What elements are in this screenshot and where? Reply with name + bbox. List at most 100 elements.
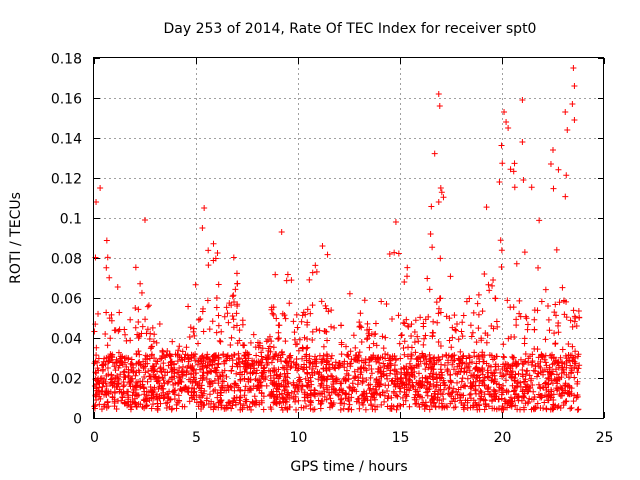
data-point: [522, 400, 529, 407]
data-point: [554, 380, 561, 387]
data-point: [233, 370, 240, 377]
data-point: [352, 344, 359, 351]
data-point: [567, 317, 574, 324]
data-point: [452, 403, 459, 410]
data-point: [199, 308, 206, 315]
data-point: [306, 359, 313, 366]
data-point: [234, 301, 241, 308]
data-point: [460, 392, 467, 399]
data-point: [562, 387, 569, 394]
data-point: [109, 359, 116, 366]
data-point: [237, 400, 244, 407]
data-point: [135, 306, 142, 313]
data-point: [125, 394, 132, 401]
data-point: [329, 401, 336, 408]
data-point: [267, 372, 274, 379]
data-point: [571, 374, 578, 381]
data-point: [154, 378, 161, 385]
data-point: [479, 308, 486, 315]
data-point: [160, 348, 167, 355]
data-point: [301, 364, 308, 371]
data-point: [142, 369, 149, 376]
data-point: [310, 389, 317, 396]
data-point: [503, 387, 510, 394]
data-point: [491, 372, 498, 379]
data-point: [323, 305, 330, 312]
data-point: [99, 361, 106, 368]
data-point: [162, 400, 169, 407]
data-point: [493, 406, 500, 413]
data-point: [105, 403, 112, 410]
data-point: [280, 377, 287, 384]
data-point: [417, 358, 424, 365]
data-point: [416, 404, 423, 411]
data-point: [444, 367, 451, 374]
data-point: [454, 379, 461, 386]
data-point: [363, 376, 370, 383]
data-point: [230, 398, 237, 405]
data-point: [142, 403, 149, 410]
data-point: [538, 392, 545, 399]
data-point: [466, 367, 473, 374]
data-point: [268, 392, 275, 399]
data-point: [228, 405, 235, 412]
data-point: [559, 390, 566, 397]
data-point: [424, 275, 431, 282]
data-point: [235, 384, 242, 391]
data-point: [340, 405, 347, 412]
data-point: [465, 363, 472, 370]
data-point: [449, 398, 456, 405]
data-point: [502, 377, 509, 384]
data-point: [507, 400, 514, 407]
data-point: [104, 398, 111, 405]
data-point: [366, 344, 373, 351]
data-point: [149, 324, 156, 331]
data-point: [389, 353, 396, 360]
data-point: [315, 376, 322, 383]
data-point: [244, 404, 251, 411]
data-point: [224, 353, 231, 360]
data-point: [435, 199, 442, 205]
data-point: [192, 281, 199, 288]
data-point: [396, 340, 403, 347]
data-point: [356, 357, 363, 364]
data-point: [284, 271, 291, 278]
data-point: [339, 389, 346, 396]
data-point: [231, 395, 238, 402]
data-point: [356, 405, 363, 412]
data-point: [414, 355, 421, 362]
data-point: [367, 374, 374, 381]
data-point: [274, 394, 281, 401]
data-point: [543, 380, 550, 387]
data-point: [510, 168, 517, 175]
data-point: [272, 351, 279, 358]
data-point: [524, 367, 531, 374]
data-point: [119, 361, 126, 368]
data-point: [191, 332, 198, 339]
data-point: [324, 358, 331, 365]
data-point: [236, 397, 243, 404]
data-point: [221, 367, 228, 374]
data-point: [395, 250, 402, 257]
data-point: [230, 324, 237, 331]
data-point: [308, 399, 315, 406]
data-point: [214, 250, 221, 257]
data-point: [130, 387, 137, 394]
data-point: [346, 290, 353, 297]
data-point: [539, 353, 546, 360]
data-point: [437, 342, 444, 349]
data-point: [363, 336, 370, 343]
data-point: [316, 390, 323, 397]
data-point: [190, 352, 197, 359]
data-point: [104, 254, 111, 261]
data-point: [400, 364, 407, 371]
data-point: [138, 330, 145, 337]
y-tick-label: 0.06: [51, 292, 82, 308]
data-point: [447, 371, 454, 378]
data-point: [368, 366, 375, 373]
data-point: [528, 361, 535, 368]
data-point: [110, 380, 117, 387]
data-point: [482, 397, 489, 404]
data-point: [123, 363, 130, 370]
data-point: [559, 284, 566, 291]
